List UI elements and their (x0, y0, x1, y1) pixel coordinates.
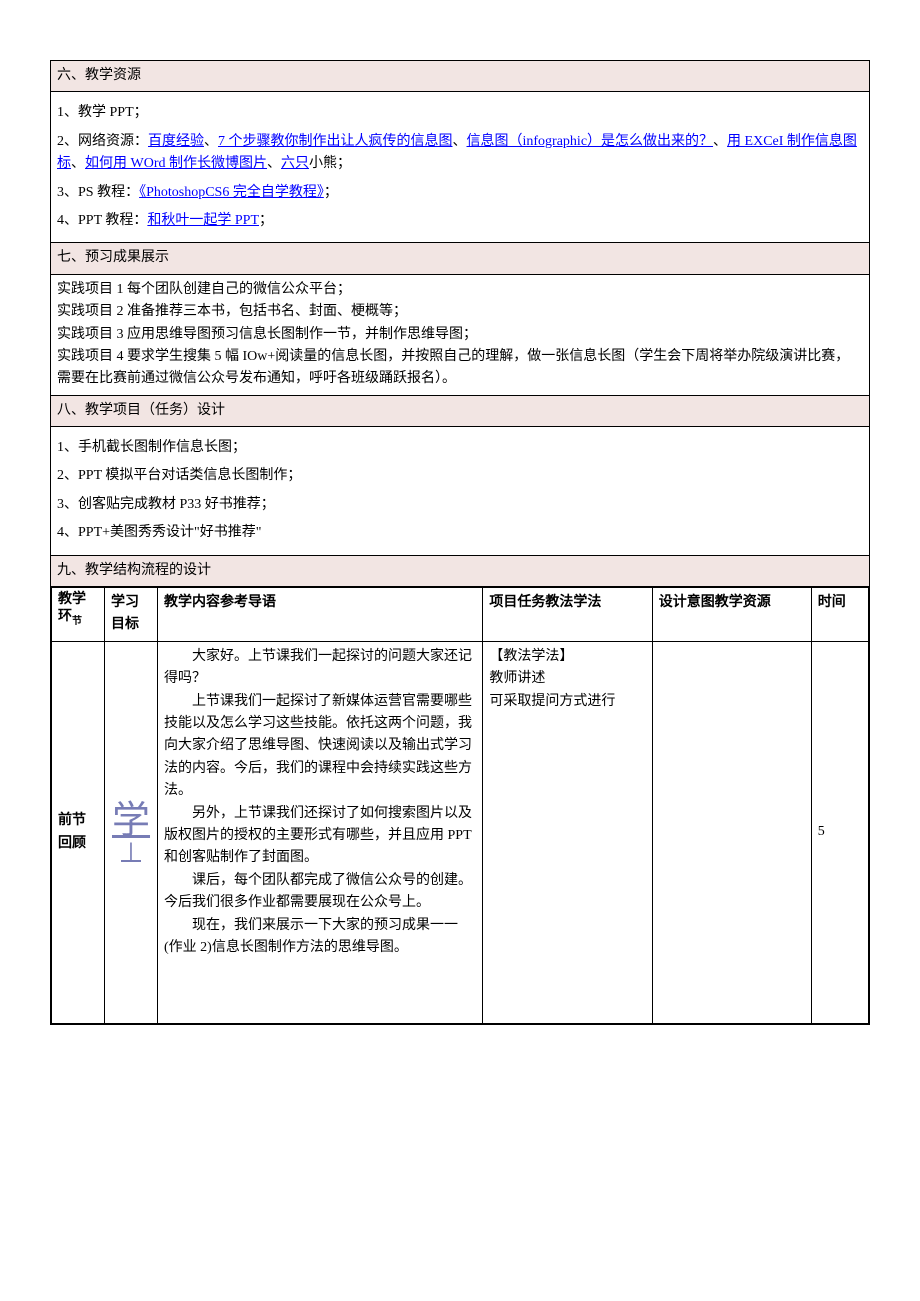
cell-method: 【教法学法】 教师讲述 可采取提问方式进行 (483, 641, 652, 1023)
sec6-item2-prefix: 2、网络资源： (57, 134, 148, 149)
section8-content: 1、手机截长图制作信息长图； 2、PPT 模拟平台对话类信息长图制作； 3、创客… (51, 427, 870, 556)
sec7-line-4: 实践项目 4 要求学生搜集 5 幅 IOw+阅读量的信息长图，并按照自己的理解，… (57, 346, 863, 391)
sep2: 、 (453, 134, 467, 149)
env-line1: 前节 (58, 810, 98, 832)
goal-dash: 丨 (111, 842, 151, 864)
th-env: 教学环节 (52, 588, 105, 642)
section9-header: 九、教学结构流程的设计 (51, 555, 870, 586)
section6-item-2: 2、网络资源：百度经验、7 个步骤教你制作出让人疯传的信息图、信息图（infog… (57, 131, 863, 176)
sec6-item3-tail: ； (324, 185, 338, 200)
section9-content: 教学环节 学习目标 教学内容参考导语 项目任务教法学法 设计意图教学资源 时间 … (51, 587, 870, 1025)
section7-content: 实践项目 1 每个团队创建自己的微信公众平台； 实践项目 2 准备推荐三本书，包… (51, 274, 870, 395)
content-p1: 大家好。上节课我们一起探讨的问题大家还记得吗？ (164, 646, 476, 691)
table-row: 前节 回顾 学 丨 大家好。上节课我们一起探讨的问题大家还记得吗？ 上节课我们一… (52, 641, 869, 1023)
th-method: 项目任务教法学法 (483, 588, 652, 642)
method-l1: 【教法学法】 (489, 646, 645, 668)
sep1: 、 (204, 134, 218, 149)
cell-env: 前节 回顾 (52, 641, 105, 1023)
link-infographic[interactable]: 信息图（infographic）是怎么做出来的？ (467, 134, 714, 149)
content-p5: 现在，我们来展示一下大家的预习成果一一(作业 2)信息长图制作方法的思维导图。 (164, 915, 476, 960)
section6-content: 1、教学 PPT； 2、网络资源：百度经验、7 个步骤教你制作出让人疯传的信息图… (51, 92, 870, 243)
link-7steps[interactable]: 7 个步骤教你制作出让人疯传的信息图 (218, 134, 453, 149)
section8-header: 八、教学项目（任务）设计 (51, 395, 870, 426)
sec7-line-1: 实践项目 1 每个团队创建自己的微信公众平台； (57, 279, 863, 301)
th-content: 教学内容参考导语 (158, 588, 483, 642)
section7-header: 七、预习成果展示 (51, 243, 870, 274)
sec7-line-3: 实践项目 3 应用思维导图预习信息长图制作一节，并制作思维导图； (57, 324, 863, 346)
th-intent: 设计意图教学资源 (652, 588, 811, 642)
section9-table: 教学环节 学习目标 教学内容参考导语 项目任务教法学法 设计意图教学资源 时间 … (51, 587, 869, 1024)
main-table: 六、教学资源 1、教学 PPT； 2、网络资源：百度经验、7 个步骤教你制作出让… (50, 60, 870, 1025)
method-l3: 可采取提问方式进行 (489, 691, 645, 713)
table-header-row: 教学环节 学习目标 教学内容参考导语 项目任务教法学法 设计意图教学资源 时间 (52, 588, 869, 642)
cell-intent (652, 641, 811, 1023)
cell-content: 大家好。上节课我们一起探讨的问题大家还记得吗？ 上节课我们一起探讨了新媒体运营官… (158, 641, 483, 1023)
th-time: 时间 (811, 588, 868, 642)
link-bear[interactable]: 六只 (281, 156, 309, 171)
content-p4: 课后，每个团队都完成了微信公众号的创建。今后我们很多作业都需要展现在公众号上。 (164, 870, 476, 915)
section6-item-1: 1、教学 PPT； (57, 102, 863, 124)
sec8-line-1: 1、手机截长图制作信息长图； (57, 437, 863, 459)
document-page: 六、教学资源 1、教学 PPT； 2、网络资源：百度经验、7 个步骤教你制作出让… (50, 60, 870, 1025)
cell-time: 5 (811, 641, 868, 1023)
env-line2: 回顾 (58, 833, 98, 855)
method-l2: 教师讲述 (489, 668, 645, 690)
sec6-item4-prefix: 4、PPT 教程： (57, 213, 147, 228)
link-ppt-tutorial[interactable]: 和秋叶一起学 PPT (147, 213, 259, 228)
sep3: 、 (713, 134, 727, 149)
link-word[interactable]: 如何用 WOrd 制作长微博图片 (85, 156, 267, 171)
cell-goal: 学 丨 (105, 641, 158, 1023)
content-p2: 上节课我们一起探讨了新媒体运营官需要哪些技能以及怎么学习这些技能。依托这两个问题… (164, 691, 476, 803)
sep5: 、 (267, 156, 281, 171)
sec6-item2-tail: 小熊； (309, 156, 351, 171)
sec8-line-3: 3、创客贴完成教材 P33 好书推荐； (57, 494, 863, 516)
content-p3: 另外，上节课我们还探讨了如何搜索图片以及版权图片的授权的主要形式有哪些，并且应用… (164, 803, 476, 870)
sec6-item3-prefix: 3、PS 教程： (57, 185, 139, 200)
th-goal: 学习目标 (105, 588, 158, 642)
sec6-item4-tail: ； (259, 213, 273, 228)
link-baidu[interactable]: 百度经验 (148, 134, 204, 149)
section6-item-3: 3、PS 教程：《PhotoshopCS6 完全自学教程》； (57, 182, 863, 204)
goal-xue: 学 (111, 801, 151, 843)
link-ps-tutorial[interactable]: 《PhotoshopCS6 完全自学教程》 (139, 185, 324, 200)
sec8-line-4: 4、PPT+美图秀秀设计"好书推荐" (57, 522, 863, 544)
section6-item-4: 4、PPT 教程：和秋叶一起学 PPT； (57, 210, 863, 232)
sep4: 、 (71, 156, 85, 171)
sec7-line-2: 实践项目 2 准备推荐三本书，包括书名、封面、梗概等； (57, 301, 863, 323)
sec8-line-2: 2、PPT 模拟平台对话类信息长图制作； (57, 465, 863, 487)
section6-header: 六、教学资源 (51, 61, 870, 92)
th-env-text: 教学环节 (58, 592, 98, 628)
